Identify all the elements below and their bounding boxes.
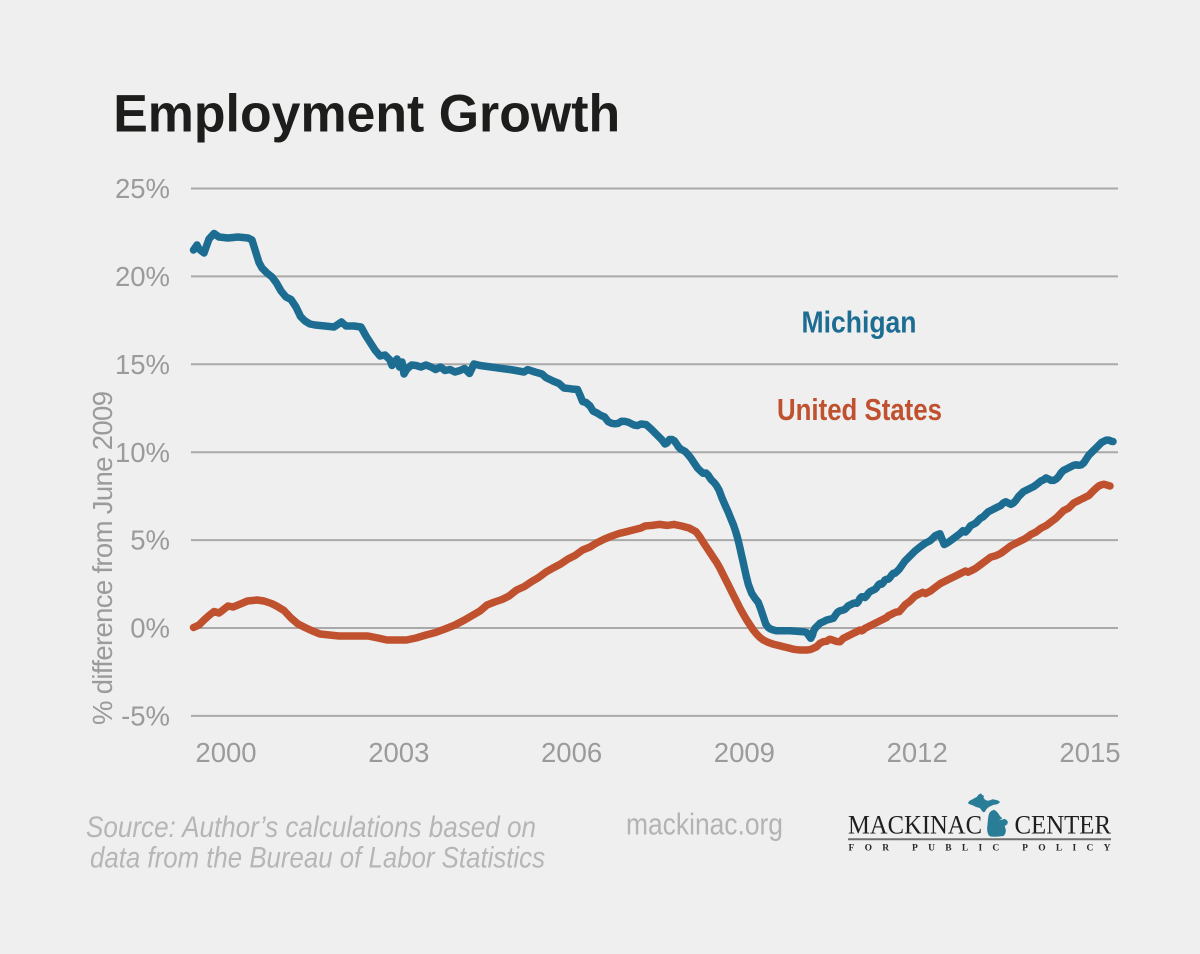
svg-text:FOR PUBLIC POLICY: FOR PUBLIC POLICY [849,844,1111,854]
svg-text:15%: 15% [115,349,170,380]
svg-text:0%: 0% [130,613,170,644]
svg-text:MACKINAC: MACKINAC [848,811,982,840]
svg-text:United States: United States [777,392,942,427]
svg-text:CENTER: CENTER [1015,811,1112,840]
svg-text:2009: 2009 [714,737,775,768]
svg-text:Employment Growth: Employment Growth [113,85,620,144]
svg-text:Michigan: Michigan [802,305,917,340]
svg-text:20%: 20% [115,261,170,292]
svg-text:2012: 2012 [887,737,948,768]
svg-text:% difference from June 2009: % difference from June 2009 [87,391,118,725]
svg-text:5%: 5% [130,525,170,556]
svg-text:10%: 10% [115,437,170,468]
svg-text:2015: 2015 [1059,737,1120,768]
svg-text:data from the Bureau of Labor: data from the Bureau of Labor Statistics [90,842,545,875]
svg-text:mackinac.org: mackinac.org [626,807,783,842]
svg-text:25%: 25% [115,173,170,204]
svg-text:2000: 2000 [195,737,256,768]
svg-text:2006: 2006 [541,737,602,768]
svg-text:Source: Author’s calculations: Source: Author’s calculations based on [86,811,536,844]
svg-text:2003: 2003 [368,737,429,768]
svg-text:-5%: -5% [121,701,170,732]
